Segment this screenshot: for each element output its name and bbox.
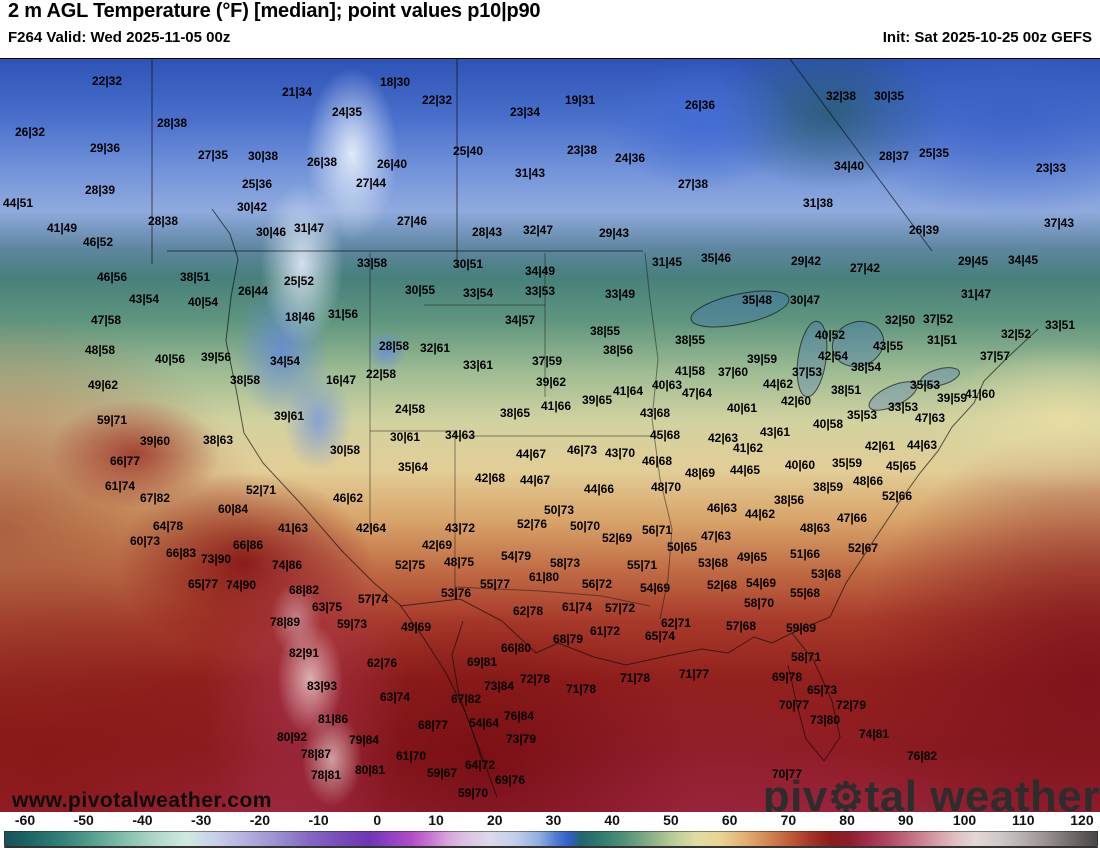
colorbar-tick: 60 [721,812,738,828]
colorbar-tick: 20 [486,812,503,828]
colorbar-tick: -20 [249,812,270,828]
colorbar-tick: -30 [191,812,212,828]
colorbar-tick: 80 [839,812,855,828]
colorbar-tick: -40 [132,812,153,828]
colorbar-tick: 110 [1011,812,1035,828]
page-title: 2 m AGL Temperature (°F) [median]; point… [8,0,541,22]
colorbar-tick: -50 [73,812,94,828]
temperature-map: www.pivotalweather.com piv⚙tal weather [0,58,1100,819]
colorbar-tick: 70 [780,812,797,828]
colorbar-tick: 0 [373,812,382,828]
header: 2 m AGL Temperature (°F) [median]; point… [0,0,1100,58]
watermark-url: www.pivotalweather.com [12,789,272,812]
colorbar-tick: 120 [1070,812,1094,828]
map-borders [151,59,1039,798]
colorbar-tick: 40 [604,812,620,828]
colorbar-tick: 90 [898,812,914,828]
colorbar-tick: -10 [308,812,329,828]
colorbar [4,831,1098,848]
colorbar-tick: 30 [545,812,562,828]
valid-time-label: F264 Valid: Wed 2025-11-05 00z [8,29,231,46]
colorbar-tick: 100 [952,812,977,828]
colorbar-tick-labels: -60 -50 -40 -30 -20 -10 0 10 20 30 40 50 60 70 80 90 100… [0,812,1100,829]
init-time-label: Init: Sat 2025-10-25 00z GEFS [882,29,1092,46]
watermark-brand: piv⚙tal weather [763,775,1100,819]
colorbar-footer: -60 -50 -40 -30 -20 -10 0 10 20 30 40 50 60 70 80 90 100… [0,812,1100,850]
gear-icon: ⚙ [827,774,865,820]
brand-text-pre: piv [762,772,828,821]
brand-text-post: tal weather [864,772,1100,821]
colorbar-tick: 50 [663,812,679,828]
colorbar-tick: 10 [428,812,444,828]
colorbar-tick: -60 [14,812,36,828]
